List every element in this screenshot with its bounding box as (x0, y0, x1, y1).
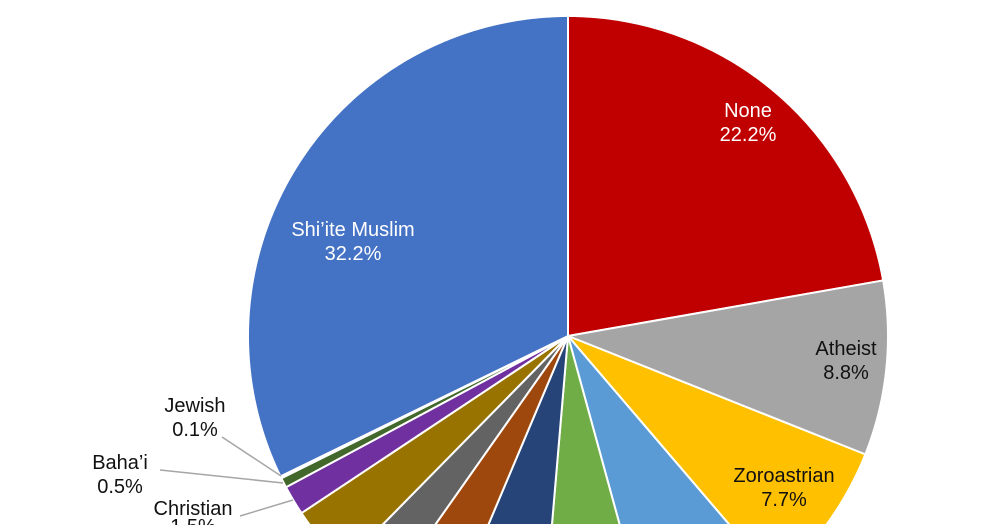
value-atheist: 8.8% (823, 362, 869, 384)
pie-slice-unlabeled-8 (300, 335, 569, 525)
leader-line-christian (239, 499, 294, 517)
label-none: None (724, 100, 772, 122)
value-none: 22.2% (720, 124, 777, 146)
pie-slice-atheist (567, 279, 889, 456)
value-christian: 1.5% (170, 516, 216, 525)
value-bahai: 0.5% (97, 476, 143, 498)
pie-slice-zoroastrian (567, 335, 867, 525)
pie-slice-christian (284, 335, 569, 515)
label-atheist: Atheist (815, 338, 877, 360)
leader-line-bahai (159, 469, 284, 484)
value-shiite: 32.2% (325, 243, 382, 265)
label-zoroastrian: Zoroastrian (733, 465, 834, 487)
value-jewish: 0.1% (172, 419, 218, 441)
leader-lines (159, 436, 294, 517)
pie-slice-shi-ite-muslim (247, 15, 569, 478)
leader-line-jewish (221, 436, 282, 477)
pie-slices (247, 15, 889, 525)
label-bahai: Baha’i (92, 452, 148, 474)
slice-labels: None 22.2% Atheist 8.8% Zoroastrian 7.7%… (92, 100, 877, 525)
value-zoroastrian: 7.7% (761, 489, 807, 511)
pie-slice-none (567, 15, 885, 337)
label-jewish: Jewish (164, 395, 225, 417)
label-shiite: Shi’ite Muslim (291, 219, 414, 241)
label-christian: Christian (154, 498, 233, 520)
